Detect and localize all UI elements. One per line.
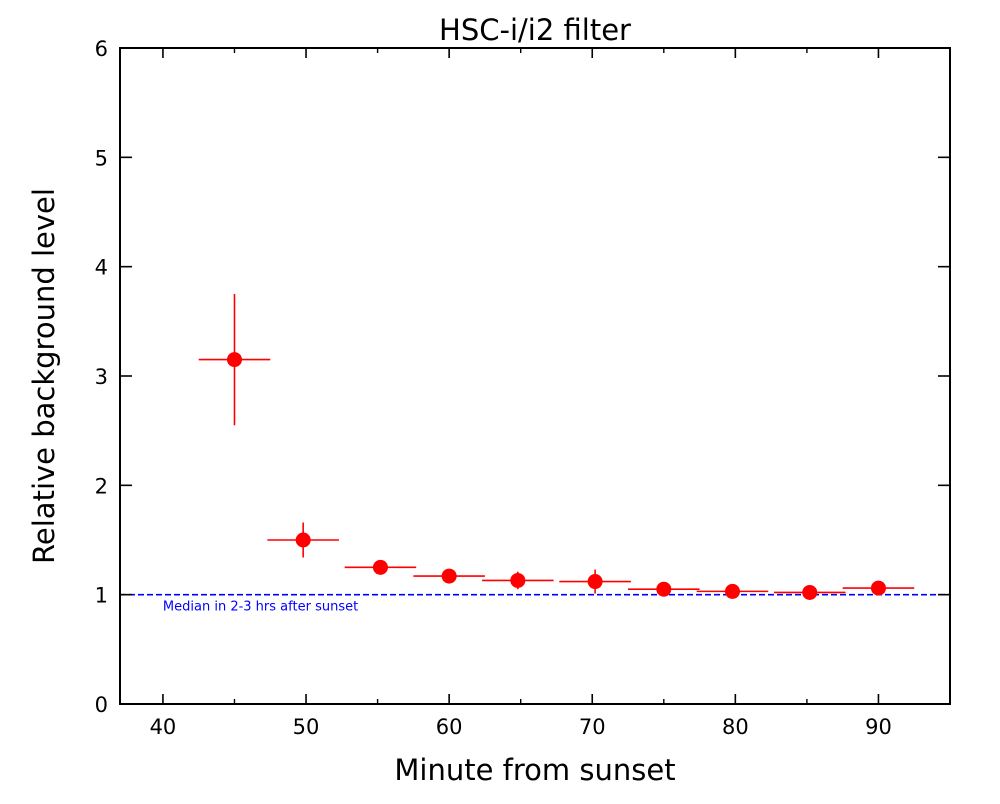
data-point-group [413, 568, 485, 584]
x-tick-label: 70 [579, 715, 606, 739]
chart-title: HSC-i/i2 filter [439, 13, 631, 47]
data-point-group [344, 559, 417, 575]
data-point-group [842, 580, 915, 596]
x-axis-label: Minute from sunset [394, 753, 675, 787]
data-point [295, 532, 311, 548]
y-tick-label: 0 [95, 693, 108, 717]
data-point-group [773, 584, 846, 600]
y-tick-label: 5 [95, 146, 108, 170]
data-point [656, 581, 672, 597]
data-point [870, 580, 886, 596]
data-point-group [198, 294, 271, 426]
data-point-group [696, 583, 769, 599]
x-tick-label: 80 [722, 715, 749, 739]
x-tick-label: 40 [150, 715, 177, 739]
x-tick-label: 60 [436, 715, 463, 739]
data-point [587, 574, 603, 590]
y-tick-label: 4 [95, 256, 108, 280]
x-tick-label: 50 [293, 715, 320, 739]
y-tick-label: 2 [95, 474, 108, 498]
data-series [198, 294, 915, 600]
y-tick-label: 1 [95, 584, 108, 608]
data-point [802, 584, 818, 600]
x-tick-label: 90 [865, 715, 892, 739]
reference-line-label: Median in 2-3 hrs after sunset [163, 600, 358, 615]
y-tick-label: 6 [95, 37, 108, 61]
data-point [226, 352, 242, 368]
data-point [372, 559, 388, 575]
y-axis-label: Relative background level [27, 188, 61, 564]
data-point [510, 572, 526, 588]
data-point-group [559, 569, 631, 594]
data-point [724, 583, 740, 599]
y-tick-label: 3 [95, 365, 108, 389]
data-point-group [267, 522, 339, 558]
data-point-group [482, 571, 554, 590]
data-point-group [628, 581, 700, 597]
data-point [441, 568, 457, 584]
